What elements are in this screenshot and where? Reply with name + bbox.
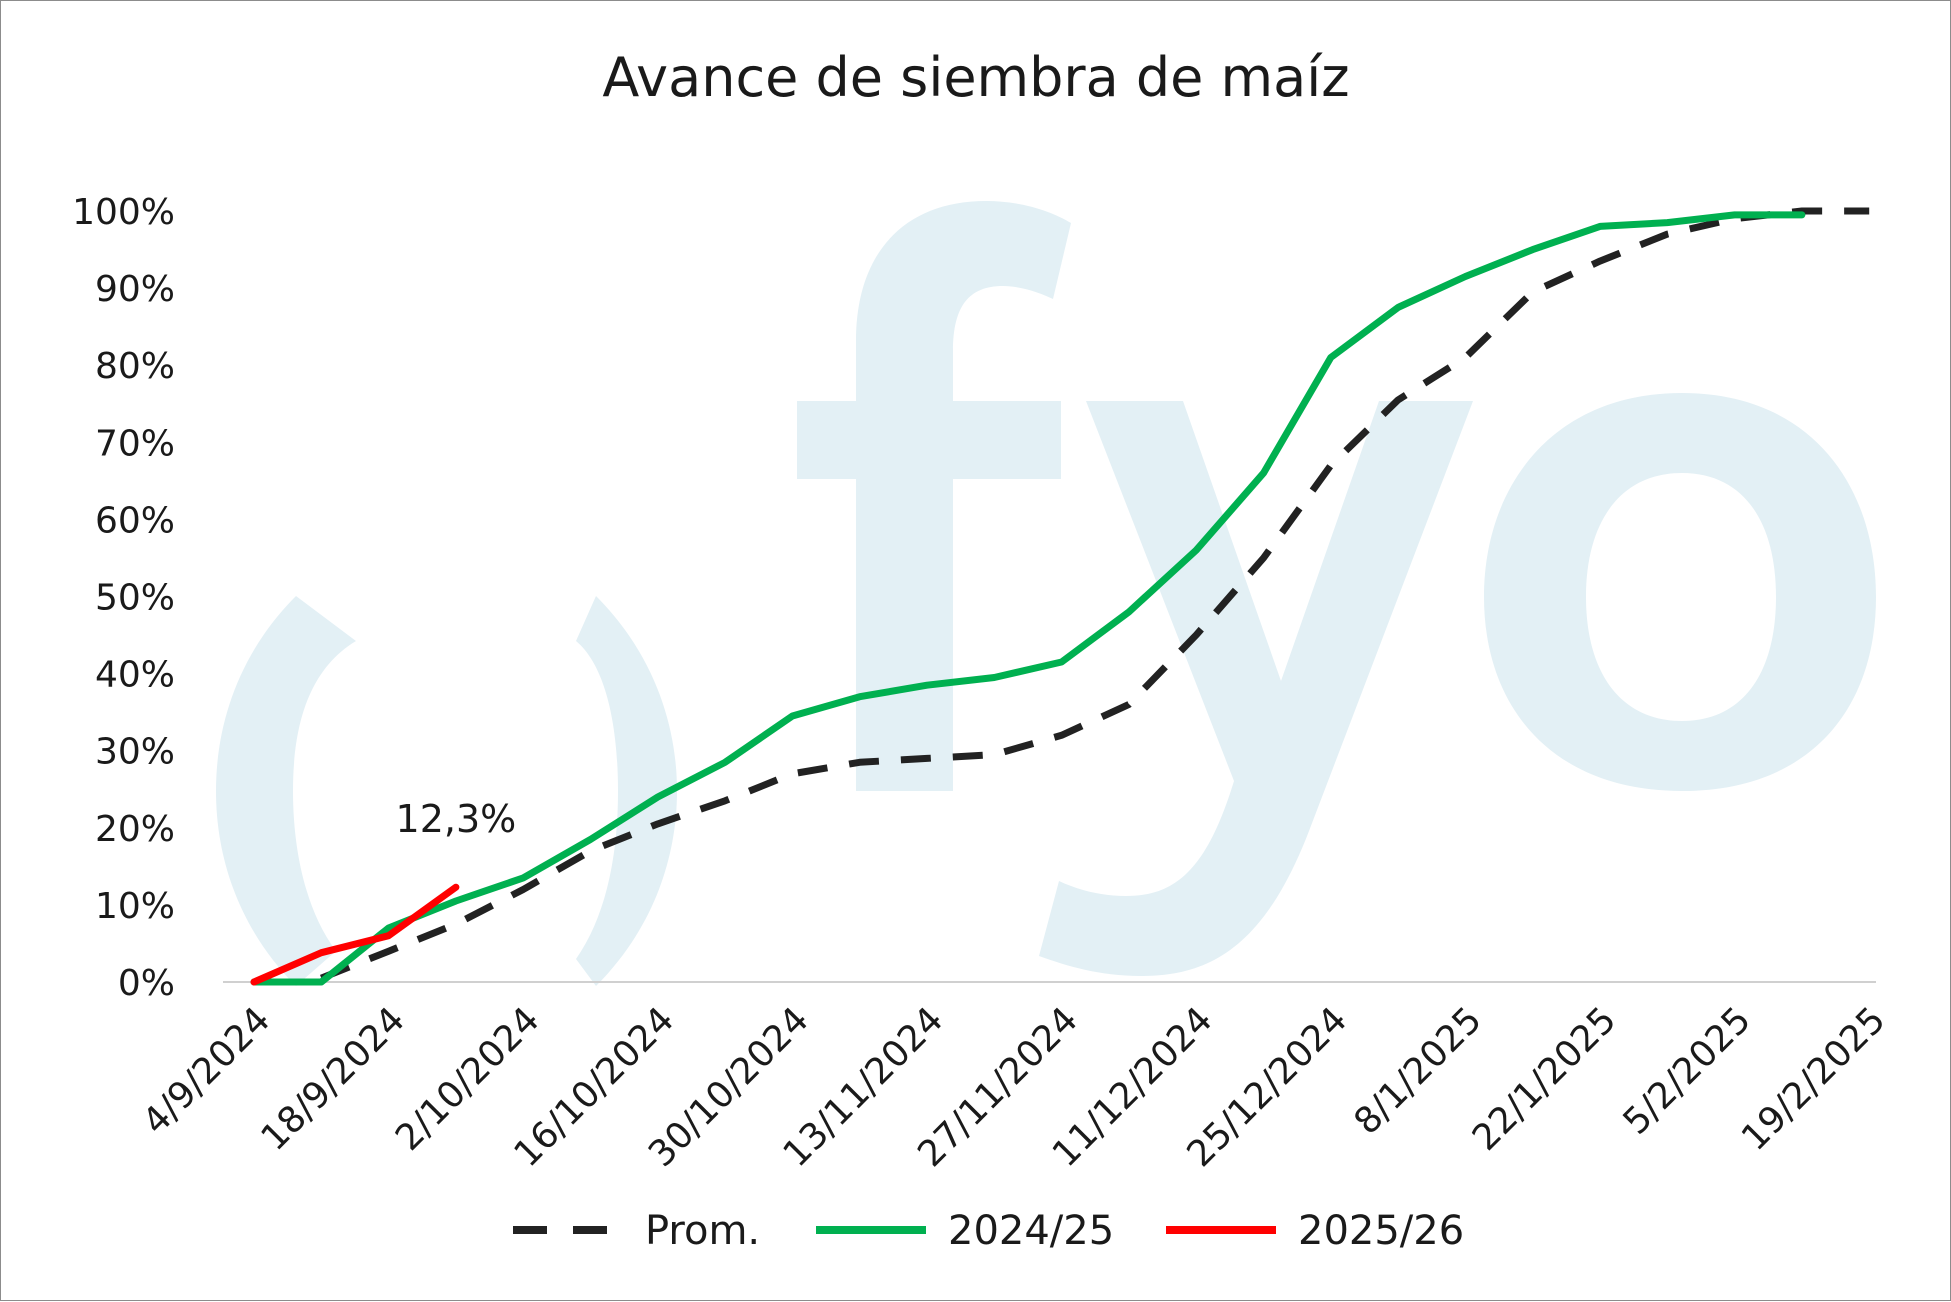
y-tick-label: 20% (95, 809, 175, 850)
y-tick-label: 50% (95, 578, 175, 619)
y-tick-label: 10% (95, 886, 175, 927)
data-label: 12,3% (396, 797, 517, 841)
x-tick-label: 18/9/2024 (253, 999, 413, 1159)
series-layer (250, 207, 1870, 986)
y-tick-label: 90% (95, 269, 175, 310)
x-tick-label: 19/2/2025 (1734, 999, 1894, 1159)
y-tick-label: 40% (95, 655, 175, 696)
series-line-prom- (320, 207, 1870, 982)
legend-label: Prom. (645, 1208, 760, 1254)
y-axis: 0% 10% 20% 30% 40% 50% 60% 70% 80% 90% 100% (72, 192, 175, 1004)
x-tick-label: 5/2/2025 (1616, 999, 1759, 1142)
series-line-2024-25 (250, 211, 1806, 986)
series-line-2025-26 (250, 883, 460, 986)
legend-label: 2025/26 (1298, 1208, 1464, 1254)
watermark-logo (216, 201, 1876, 986)
y-tick-label: 80% (95, 346, 175, 387)
y-tick-label: 70% (95, 423, 175, 464)
y-tick-label: 60% (95, 500, 175, 541)
legend-label: 2024/25 (948, 1208, 1114, 1254)
x-tick-label: 8/1/2025 (1346, 999, 1489, 1142)
legend: Prom. 2024/25 2025/26 (513, 1208, 1464, 1254)
chart-title: Avance de siembra de maíz (602, 46, 1349, 109)
x-tick-label: 4/9/2024 (135, 999, 278, 1142)
annotation-layer: 12,3% (396, 797, 517, 841)
y-tick-label: 0% (118, 963, 175, 1004)
y-tick-label: 100% (72, 192, 175, 233)
x-axis: 4/9/202418/9/20242/10/202416/10/202430/1… (135, 981, 1894, 1175)
x-tick-label: 22/1/2025 (1465, 999, 1625, 1159)
y-tick-label: 30% (95, 732, 175, 773)
